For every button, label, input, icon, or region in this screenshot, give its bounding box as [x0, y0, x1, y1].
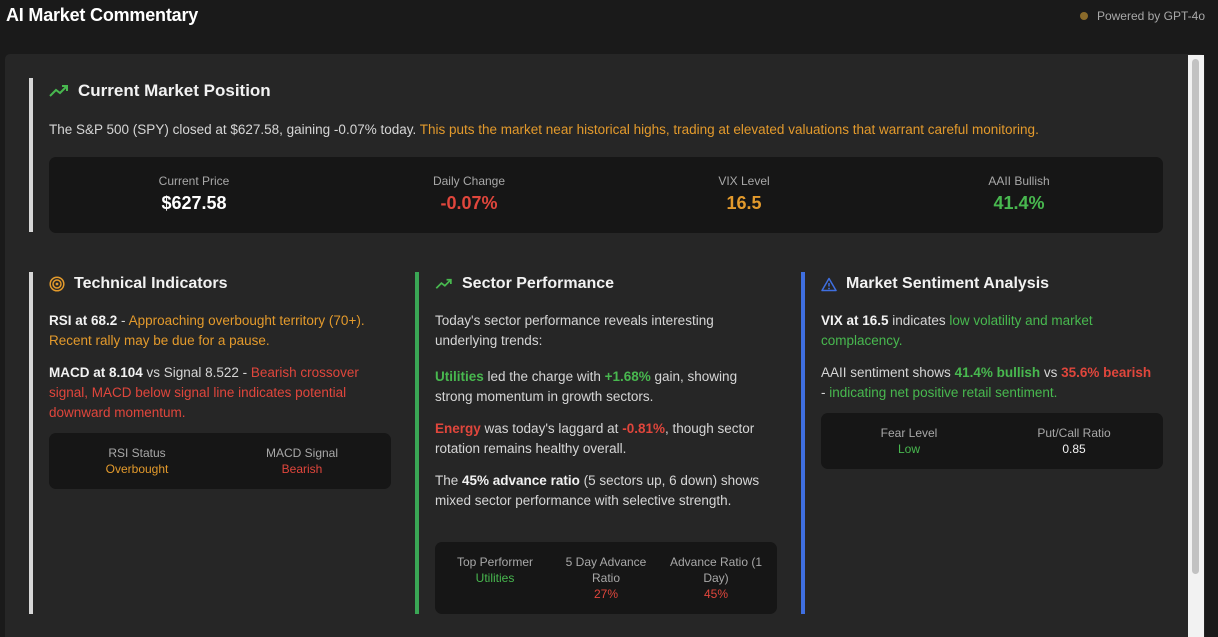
leader-name: Utilities: [435, 369, 484, 384]
stat-rsi-status: RSI Status Overbought: [49, 445, 225, 477]
trending-up-icon: [49, 84, 69, 98]
warning-triangle-icon: [821, 277, 837, 292]
stat-value: Low: [897, 442, 920, 456]
metric-value: 16.5: [726, 193, 762, 213]
ratio-text-end: (5 sectors up, 6 down) shows mixed secto…: [435, 473, 760, 508]
stat-label: Advance Ratio (1 Day): [669, 555, 763, 585]
ratio-value: 45% advance ratio: [462, 473, 580, 488]
rsi-commentary: RSI at 68.2 - Approaching overbought ter…: [49, 311, 389, 351]
commentary-panel: Current Market Position The S&P 500 (SPY…: [5, 54, 1205, 637]
scrollbar-thumb[interactable]: [1192, 59, 1199, 574]
vix-value: VIX at 16.5: [821, 313, 889, 328]
macd-signal-text: vs Signal 8.522 -: [142, 365, 251, 380]
sentiment-stats-card: Fear Level Low Put/Call Ratio 0.85: [821, 413, 1163, 469]
stat-value: 45%: [703, 587, 729, 601]
macd-note: Bearish crossover signal, MACD below sig…: [49, 365, 359, 420]
technical-indicators-section: Technical Indicators RSI at 68.2 - Appro…: [29, 272, 401, 614]
vertical-scrollbar[interactable]: [1188, 55, 1204, 637]
stat-label: Fear Level: [880, 426, 938, 440]
aaii-commentary: AAII sentiment shows 41.4% bullish vs 35…: [821, 363, 1156, 403]
stat-value: Overbought: [105, 462, 169, 476]
sentiment-title: Market Sentiment Analysis: [846, 275, 1050, 292]
summary-highlight: This puts the market near historical hig…: [419, 122, 1039, 137]
metric-label: Current Price: [158, 174, 230, 188]
summary-text: The S&P 500 (SPY) closed at $627.58, gai…: [49, 122, 420, 137]
stat-label: MACD Signal: [265, 446, 339, 460]
metric-current-price: Current Price $627.58: [55, 157, 333, 233]
powered-by-badge: Powered by GPT-4o: [1079, 9, 1205, 23]
separator: -: [821, 385, 830, 400]
separator: -: [117, 313, 129, 328]
metric-value: $627.58: [161, 193, 227, 213]
vix-note: low volatility and market complacency.: [821, 313, 1093, 348]
sector-laggard: Energy was today's laggard at -0.81%, th…: [435, 419, 775, 459]
stat-value: Bearish: [281, 462, 323, 476]
technical-heading: Technical Indicators: [49, 275, 228, 293]
sector-performance-section: Sector Performance Today's sector perfor…: [415, 272, 787, 614]
market-sentiment-section: Market Sentiment Analysis VIX at 16.5 in…: [801, 272, 1173, 614]
stat-label: Put/Call Ratio: [1037, 426, 1111, 440]
stat-value: Utilities: [475, 571, 515, 585]
app-title: AI Market Commentary: [6, 5, 199, 25]
sentiment-heading: Market Sentiment Analysis: [821, 275, 1049, 293]
technical-title: Technical Indicators: [74, 275, 228, 292]
aaii-vs: vs: [1040, 365, 1062, 380]
current-market-section: Current Market Position The S&P 500 (SPY…: [29, 78, 1167, 233]
trending-up-icon: [435, 278, 453, 290]
aaii-bullish: 41.4% bullish: [954, 365, 1041, 380]
laggard-name: Energy: [435, 421, 481, 436]
laggard-value: -0.81%: [622, 421, 665, 436]
leader-text: led the charge with: [483, 369, 605, 384]
metric-daily-change: Daily Change -0.07%: [330, 157, 608, 233]
stat-value: 0.85: [1062, 442, 1086, 456]
stat-value: 27%: [593, 587, 619, 601]
metric-aaii-bullish: AAII Bullish 41.4%: [880, 157, 1158, 233]
sector-leader: Utilities led the charge with +1.68% gai…: [435, 367, 775, 407]
stat-top-performer: Top Performer Utilities: [445, 554, 545, 586]
stat-label: 5 Day Advance Ratio: [565, 555, 647, 585]
vix-text: indicates: [888, 313, 950, 328]
sector-stats-card: Top Performer Utilities 5 Day Advance Ra…: [435, 542, 777, 614]
target-icon: [49, 276, 65, 292]
leader-value: +1.68%: [604, 369, 651, 384]
current-market-title: Current Market Position: [78, 81, 271, 100]
laggard-text: was today's laggard at: [480, 421, 623, 436]
metric-vix-level: VIX Level 16.5: [605, 157, 883, 233]
aaii-text: AAII sentiment shows: [821, 365, 955, 380]
stat-macd-signal: MACD Signal Bearish: [219, 445, 385, 477]
metrics-card: Current Price $627.58 Daily Change -0.07…: [49, 157, 1163, 233]
sector-heading: Sector Performance: [435, 275, 614, 293]
stat-label: RSI Status: [108, 446, 166, 460]
rsi-note: Approaching overbought territory (70+). …: [49, 313, 365, 348]
rsi-value: RSI at 68.2: [49, 313, 118, 328]
stat-advance-ratio-1-day: Advance Ratio (1 Day) 45%: [665, 554, 767, 602]
sector-title: Sector Performance: [462, 275, 615, 292]
top-bar: AI Market Commentary Powered by GPT-4o: [0, 0, 1218, 36]
aaii-note: indicating net positive retail sentiment…: [829, 385, 1058, 400]
stat-5-day-advance: 5 Day Advance Ratio 27%: [559, 554, 653, 602]
market-summary: The S&P 500 (SPY) closed at $627.58, gai…: [49, 122, 1039, 137]
sector-intro: Today's sector performance reveals inter…: [435, 313, 714, 348]
ratio-text: The: [435, 473, 463, 488]
powered-by-label: Powered by GPT-4o: [1096, 9, 1205, 23]
stat-fear-level: Fear Level Low: [821, 425, 997, 457]
metric-label: AAII Bullish: [988, 174, 1050, 188]
stat-put-call-ratio: Put/Call Ratio 0.85: [991, 425, 1157, 457]
aaii-bearish: 35.6% bearish: [1061, 365, 1152, 380]
current-market-heading: Current Market Position: [49, 81, 271, 101]
technical-stats-card: RSI Status Overbought MACD Signal Bearis…: [49, 433, 391, 489]
metric-value: 41.4%: [993, 193, 1045, 213]
metric-value: -0.07%: [440, 193, 498, 213]
laggard-text-end: , though sector rotation remains healthy…: [435, 421, 755, 456]
macd-commentary: MACD at 8.104 vs Signal 8.522 - Bearish …: [49, 363, 389, 423]
sector-ratio: The 45% advance ratio (5 sectors up, 6 d…: [435, 471, 775, 511]
macd-value: MACD at 8.104: [49, 365, 143, 380]
vix-commentary: VIX at 16.5 indicates low volatility and…: [821, 311, 1141, 351]
stat-label: Top Performer: [456, 555, 534, 569]
metric-label: Daily Change: [432, 174, 506, 188]
leader-text-end: gain, showing strong momentum in growth …: [435, 369, 738, 404]
status-dot: [1079, 12, 1088, 20]
metric-label: VIX Level: [718, 174, 770, 188]
